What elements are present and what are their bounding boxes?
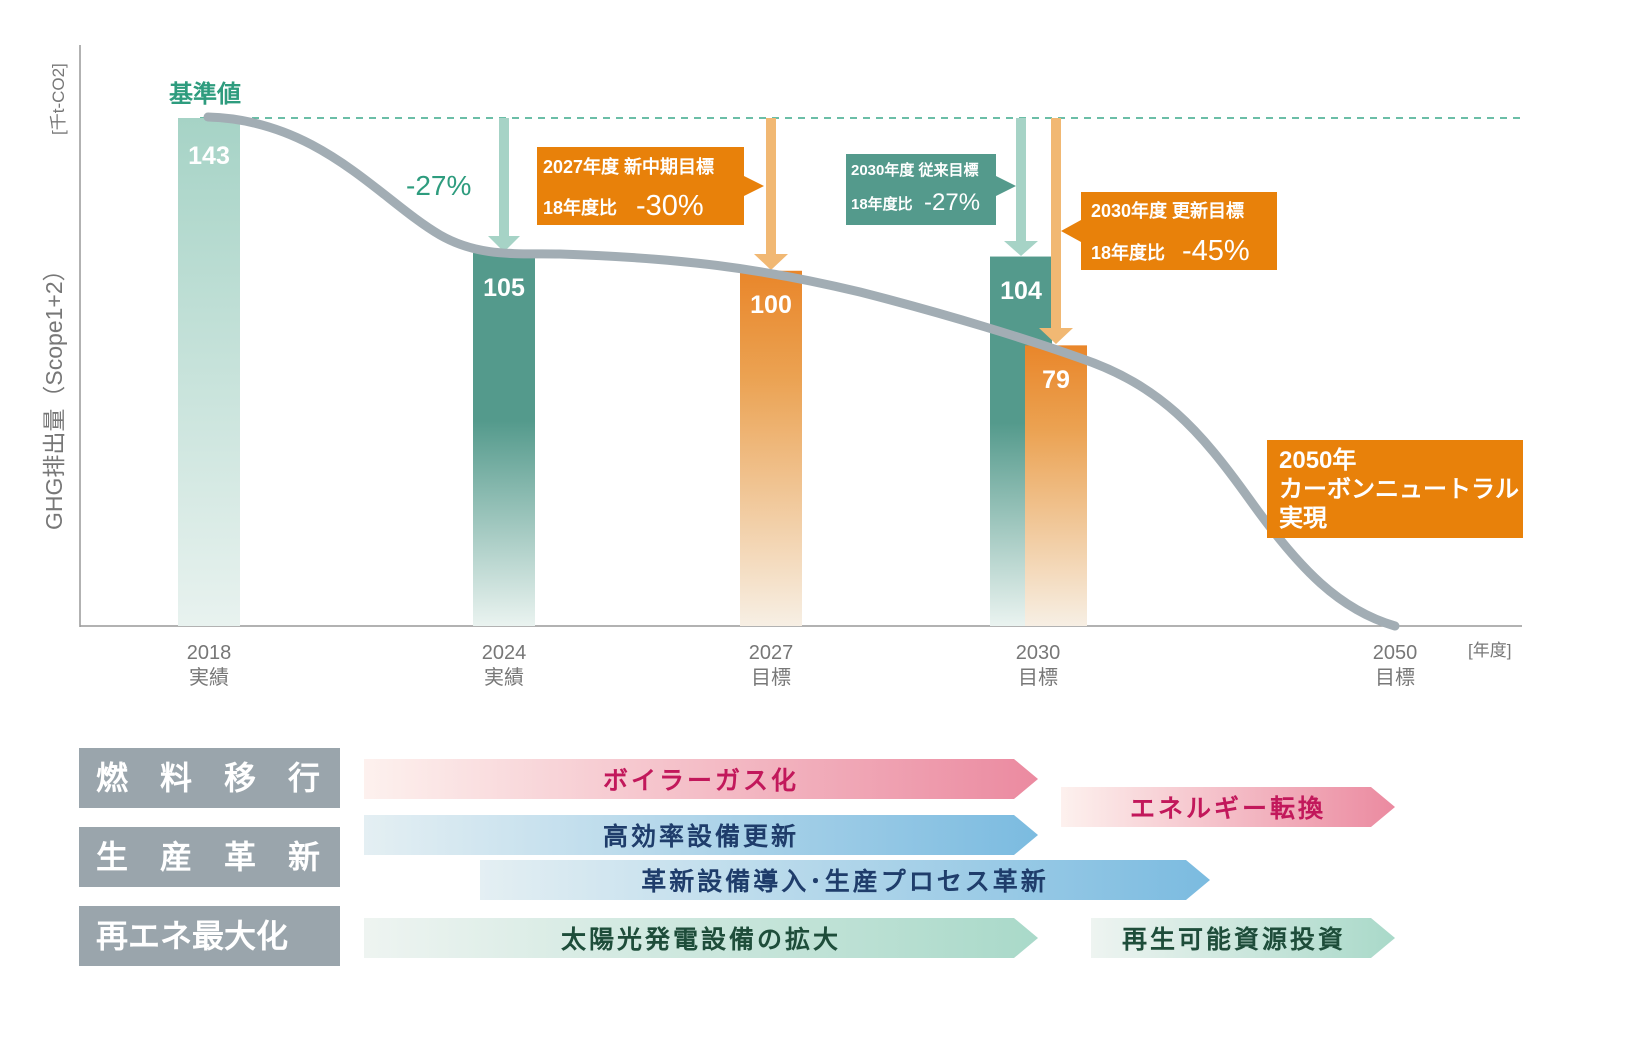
bar-2030-4 <box>1025 345 1087 626</box>
svg-text:18年度比: 18年度比 <box>543 197 617 218</box>
x-tick-year: 2018 <box>187 642 232 664</box>
bar-2027-2 <box>740 270 802 626</box>
callout-2050-goal: 2050年 カーボンニュートラル 実現 <box>1267 440 1523 538</box>
bar-value-label: 100 <box>750 291 792 319</box>
svg-text:-45%: -45% <box>1182 235 1250 267</box>
arrow-2027 <box>754 118 788 270</box>
svg-text:革新設備導入･生産プロセス革新: 革新設備導入･生産プロセス革新 <box>641 867 1049 896</box>
x-tick-sub: 目標 <box>1018 666 1058 689</box>
callout-2030-new-target: 2030年度 更新目標 18年度比 -45% <box>1061 192 1277 270</box>
svg-text:カーボンニュートラル: カーボンニュートラル <box>1279 476 1519 503</box>
y-axis-unit: [千t-CO2] <box>49 63 68 135</box>
x-tick-year: 2050 <box>1373 642 1418 664</box>
svg-text:再生可能資源投資: 再生可能資源投資 <box>1122 925 1346 954</box>
trajectory-curve <box>203 112 1400 631</box>
category-renewable-max <box>79 906 340 966</box>
category-fuel-transition <box>79 748 340 808</box>
roadmap: 燃 料 移 行 生 産 革 新 再エネ最大化 ボイラーガス化 エネルギー転換 高… <box>79 748 1395 966</box>
bar-value-label: 104 <box>1000 277 1042 305</box>
x-axis-unit: [年度] <box>1468 641 1511 660</box>
bar-value-label: 79 <box>1042 366 1070 394</box>
svg-text:2027年度 新中期目標: 2027年度 新中期目標 <box>543 156 714 177</box>
x-tick-sub: 実績 <box>484 666 524 689</box>
reduction-2024-label: -27% <box>406 170 471 201</box>
x-tick-year: 2030 <box>1016 642 1061 664</box>
arrow-2030-new <box>1039 118 1073 344</box>
svg-text:2030年度 更新目標: 2030年度 更新目標 <box>1091 200 1244 221</box>
arrow-boiler-gas: ボイラーガス化 <box>364 759 1038 799</box>
svg-text:2030年度 従来目標: 2030年度 従来目標 <box>851 161 979 179</box>
x-tick-sub: 目標 <box>751 666 791 689</box>
svg-text:エネルギー転換: エネルギー転換 <box>1130 795 1326 823</box>
arrow-2024 <box>488 118 520 252</box>
x-tick-year: 2024 <box>482 642 527 664</box>
arrow-innovative-equipment: 革新設備導入･生産プロセス革新 <box>480 860 1210 900</box>
baseline-label: 基準値 <box>169 80 241 108</box>
svg-text:-30%: -30% <box>636 190 704 222</box>
svg-text:生 産 革 新: 生 産 革 新 <box>96 839 320 875</box>
arrow-2030-old <box>1004 118 1038 256</box>
x-tick-sub: 目標 <box>1375 666 1415 689</box>
y-axis-label: GHG排出量（Scope1+2） <box>41 258 67 530</box>
arrow-solar-expansion: 太陽光発電設備の拡大 <box>364 918 1038 958</box>
bar-2024-1 <box>473 252 535 626</box>
x-tick-year: 2027 <box>749 642 794 664</box>
svg-text:再エネ最大化: 再エネ最大化 <box>96 918 288 954</box>
bar-2018-0 <box>178 118 240 626</box>
callout-2030-old-target: 2030年度 従来目標 18年度比 -27% <box>846 154 1016 225</box>
svg-text:太陽光発電設備の拡大: 太陽光発電設備の拡大 <box>561 925 841 954</box>
svg-text:燃 料 移 行: 燃 料 移 行 <box>96 760 320 796</box>
arrow-energy-conversion: エネルギー転換 <box>1061 787 1395 827</box>
arrow-renewable-investment: 再生可能資源投資 <box>1091 918 1395 958</box>
arrow-efficient-equipment: 高効率設備更新 <box>364 815 1038 855</box>
svg-text:18年度比: 18年度比 <box>1091 242 1165 263</box>
svg-text:高効率設備更新: 高効率設備更新 <box>603 822 799 851</box>
x-tick-sub: 実績 <box>189 666 229 689</box>
bar-value-label: 143 <box>188 142 230 170</box>
bar-value-label: 105 <box>483 274 525 302</box>
svg-text:-27%: -27% <box>924 189 980 216</box>
svg-text:2050年: 2050年 <box>1279 446 1356 474</box>
category-production-innovation <box>79 827 340 887</box>
callout-2027-target: 2027年度 新中期目標 18年度比 -30% <box>537 147 764 225</box>
svg-text:実現: 実現 <box>1279 504 1327 532</box>
svg-text:ボイラーガス化: ボイラーガス化 <box>603 767 799 795</box>
svg-text:18年度比: 18年度比 <box>851 195 913 213</box>
